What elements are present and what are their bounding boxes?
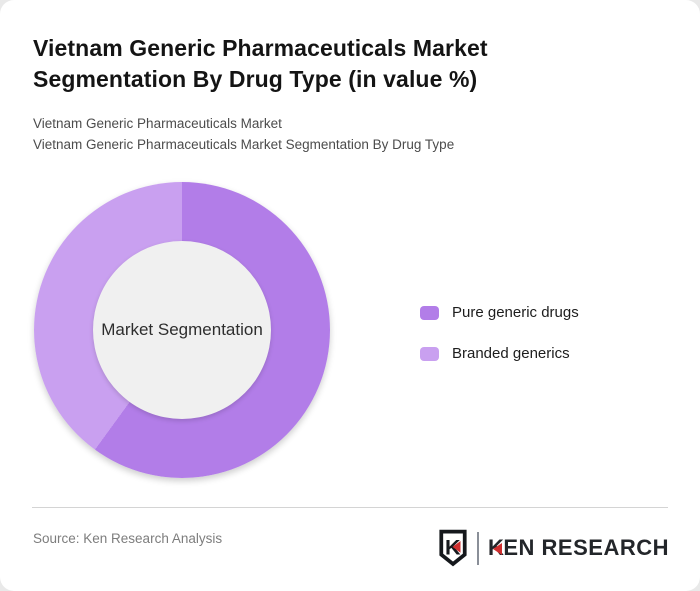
donut-center-label: Market Segmentation <box>101 320 263 339</box>
legend-item: Branded generics <box>420 345 579 362</box>
source-text: Source: Ken Research Analysis <box>33 531 223 546</box>
legend-label: Branded generics <box>452 345 570 362</box>
subtitle-line1: Vietnam Generic Pharmaceuticals Market <box>33 116 282 131</box>
donut-center-circle: Market Segmentation <box>93 241 271 419</box>
legend-label: Pure generic drugs <box>452 304 579 321</box>
logo-wordmark: K EN RESEARCH <box>488 535 669 561</box>
legend-swatch-icon <box>420 305 439 320</box>
legend-swatch-icon <box>420 346 439 361</box>
donut-ring: Market Segmentation <box>34 182 330 478</box>
subtitle-line2: Vietnam Generic Pharmaceuticals Market S… <box>33 137 455 152</box>
chart-subtitles: Vietnam Generic Pharmaceuticals Market V… <box>33 113 454 155</box>
ken-research-logo: K K EN RESEARCH <box>438 527 669 569</box>
shield-red-arrow-icon <box>452 540 461 553</box>
legend: Pure generic drugs Branded generics <box>420 304 579 362</box>
page-title-line2: Segmentation By Drug Type (in value %) <box>33 66 478 92</box>
red-arrow-icon <box>493 543 503 555</box>
page-title-line1: Vietnam Generic Pharmaceuticals Market <box>33 35 488 61</box>
legend-item: Pure generic drugs <box>420 304 579 321</box>
ken-research-shield-icon: K <box>439 529 467 567</box>
page-title: Vietnam Generic Pharmaceuticals Market S… <box>33 33 488 95</box>
wordmark-rest: EN RESEARCH <box>503 535 669 560</box>
logo-separator <box>476 531 479 565</box>
footer-divider <box>32 507 668 508</box>
